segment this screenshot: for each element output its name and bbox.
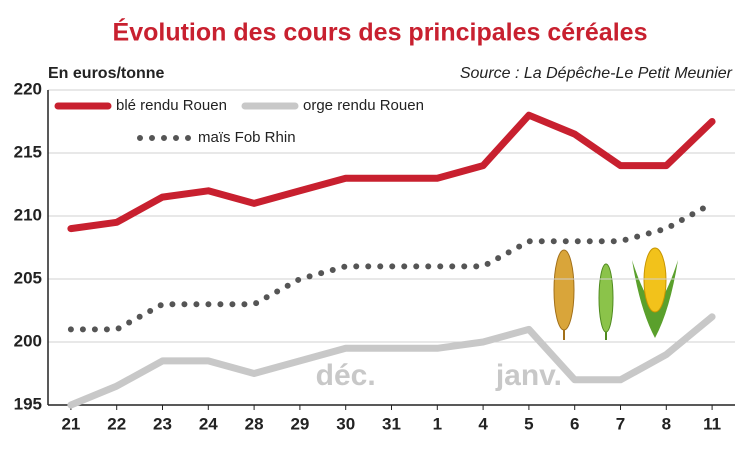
chart-title: Évolution des cours des principales céré… xyxy=(113,18,648,47)
x-tick-label: 21 xyxy=(61,414,80,433)
y-tick-label: 215 xyxy=(14,142,42,161)
y-tick-label: 205 xyxy=(14,268,42,287)
annotation: déc. xyxy=(316,359,376,392)
x-tick-label: 28 xyxy=(245,414,264,433)
series-line xyxy=(67,111,716,233)
annotation: janv. xyxy=(495,359,562,392)
x-tick-label: 7 xyxy=(616,414,625,433)
x-tick-label: 5 xyxy=(524,414,533,433)
legend-label: maïs Fob Rhin xyxy=(198,129,296,146)
x-tick-label: 1 xyxy=(433,414,442,433)
x-tick-label: 31 xyxy=(382,414,401,433)
x-tick-label: 4 xyxy=(478,414,488,433)
x-tick-label: 24 xyxy=(199,414,218,433)
series-line xyxy=(67,200,716,333)
source: Source : La Dépêche-Le Petit Meunier xyxy=(460,65,733,82)
x-tick-label: 11 xyxy=(703,414,721,433)
x-tick-label: 30 xyxy=(336,414,355,433)
grain-icons xyxy=(553,247,678,340)
x-tick-label: 29 xyxy=(290,414,309,433)
x-tick-label: 22 xyxy=(107,414,126,433)
legend-label: orge rendu Rouen xyxy=(303,97,424,114)
y-tick-label: 210 xyxy=(14,205,42,224)
series-line xyxy=(67,313,716,409)
x-tick-label: 23 xyxy=(153,414,172,433)
y-axis-label: En euros/tonne xyxy=(48,65,165,82)
y-tick-label: 195 xyxy=(14,394,42,413)
y-tick-label: 220 xyxy=(14,79,42,98)
legend-label: blé rendu Rouen xyxy=(116,97,227,114)
y-tick-label: 200 xyxy=(14,331,42,350)
x-tick-label: 8 xyxy=(662,414,671,433)
x-tick-label: 6 xyxy=(570,414,579,433)
